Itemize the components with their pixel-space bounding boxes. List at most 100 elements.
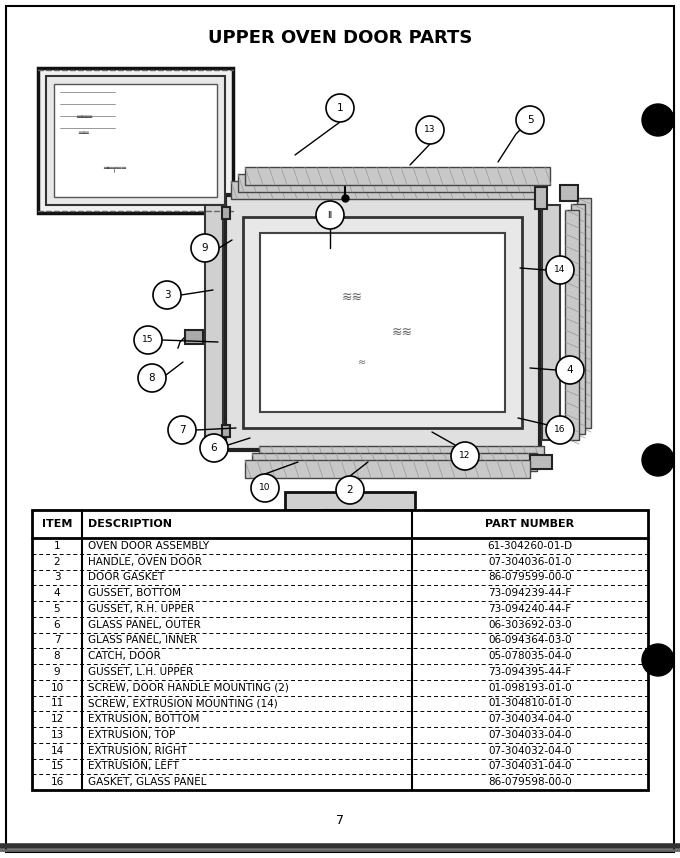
Bar <box>225 195 540 450</box>
Bar <box>222 207 230 219</box>
Text: 01-304810-01-0: 01-304810-01-0 <box>488 698 572 709</box>
Circle shape <box>326 94 354 122</box>
Bar <box>185 330 203 344</box>
Text: ══╤══: ══╤══ <box>103 164 126 172</box>
Circle shape <box>200 434 228 462</box>
Text: 13: 13 <box>50 730 64 740</box>
Circle shape <box>516 106 544 134</box>
Text: 05-078035-04-0: 05-078035-04-0 <box>488 651 572 662</box>
Bar <box>577 198 591 428</box>
Bar <box>245 167 550 185</box>
Text: EXTRUSION, BOTTOM: EXTRUSION, BOTTOM <box>88 714 199 724</box>
Circle shape <box>153 281 181 309</box>
Text: 15: 15 <box>50 761 64 771</box>
Bar <box>560 185 578 201</box>
Text: GLASS PANEL, OUTER: GLASS PANEL, OUTER <box>88 619 201 630</box>
Text: SCREW, EXTRUSION MOUNTING (14): SCREW, EXTRUSION MOUNTING (14) <box>88 698 277 709</box>
Text: 7: 7 <box>54 636 61 645</box>
Bar <box>231 181 536 199</box>
Text: UPPER OVEN DOOR PARTS: UPPER OVEN DOOR PARTS <box>208 29 472 47</box>
Bar <box>46 76 225 205</box>
Text: 2: 2 <box>347 485 354 495</box>
Circle shape <box>138 364 166 392</box>
Text: 9: 9 <box>202 243 208 253</box>
Circle shape <box>251 474 279 502</box>
Circle shape <box>316 201 344 229</box>
Text: PART NUMBER: PART NUMBER <box>486 519 575 529</box>
Text: 6: 6 <box>54 619 61 630</box>
Text: GUSSET, L.H. UPPER: GUSSET, L.H. UPPER <box>88 667 193 677</box>
Text: 14: 14 <box>50 746 64 756</box>
Text: 10: 10 <box>50 683 63 692</box>
Text: 13: 13 <box>424 125 436 135</box>
Text: 4: 4 <box>54 588 61 598</box>
Text: 5: 5 <box>527 115 533 125</box>
Bar <box>222 425 230 437</box>
Text: DESCRIPTION: DESCRIPTION <box>88 519 172 529</box>
Text: 6: 6 <box>211 443 218 453</box>
Circle shape <box>642 644 674 676</box>
Text: 07-304033-04-0: 07-304033-04-0 <box>488 730 572 740</box>
Text: 15: 15 <box>142 335 154 345</box>
Bar <box>54 84 217 197</box>
Text: 7: 7 <box>336 813 344 826</box>
Bar <box>565 210 579 440</box>
Bar <box>252 453 537 471</box>
Bar <box>535 187 547 209</box>
Text: CATCH, DOOR: CATCH, DOOR <box>88 651 160 662</box>
Text: 07-304036-01-0: 07-304036-01-0 <box>488 557 572 566</box>
Text: EXTRUSION, LEFT: EXTRUSION, LEFT <box>88 761 179 771</box>
Bar <box>38 68 233 213</box>
Bar <box>530 455 552 469</box>
Circle shape <box>191 234 219 262</box>
Text: 73-094395-44-F: 73-094395-44-F <box>488 667 572 677</box>
Bar <box>542 205 560 440</box>
Text: 11: 11 <box>50 698 64 709</box>
Circle shape <box>416 116 444 144</box>
Text: 07-304032-04-0: 07-304032-04-0 <box>488 746 572 756</box>
Text: GASKET, GLASS PANEL: GASKET, GLASS PANEL <box>88 777 207 787</box>
Circle shape <box>451 442 479 470</box>
Circle shape <box>134 326 162 354</box>
Text: ═══: ═══ <box>76 113 92 123</box>
Text: 5: 5 <box>54 604 61 613</box>
Text: EXTRUSION, RIGHT: EXTRUSION, RIGHT <box>88 746 187 756</box>
Bar <box>32 510 648 790</box>
Text: 07-304034-04-0: 07-304034-04-0 <box>488 714 572 724</box>
Text: 3: 3 <box>54 572 61 583</box>
Bar <box>245 460 530 478</box>
Text: 07-304031-04-0: 07-304031-04-0 <box>488 761 572 771</box>
Text: GUSSET, R.H. UPPER: GUSSET, R.H. UPPER <box>88 604 194 613</box>
Text: DOOR GASKET: DOOR GASKET <box>88 572 165 583</box>
Text: 61-304260-01-D: 61-304260-01-D <box>488 541 573 551</box>
Text: GUSSET, BOTTOM: GUSSET, BOTTOM <box>88 588 181 598</box>
Circle shape <box>642 104 674 136</box>
Text: 3: 3 <box>164 290 170 300</box>
Text: II: II <box>327 210 333 220</box>
Bar <box>325 510 375 520</box>
Bar <box>243 217 522 428</box>
Text: 14: 14 <box>554 265 566 275</box>
Text: ≋≋: ≋≋ <box>392 325 413 339</box>
Text: 12: 12 <box>50 714 64 724</box>
Text: 2: 2 <box>54 557 61 566</box>
Text: 73-094239-44-F: 73-094239-44-F <box>488 588 572 598</box>
Text: 16: 16 <box>554 426 566 434</box>
Text: 06-303692-03-0: 06-303692-03-0 <box>488 619 572 630</box>
Text: GLASS PANEL, INNER: GLASS PANEL, INNER <box>88 636 197 645</box>
Text: ≋≋: ≋≋ <box>341 291 362 304</box>
Text: 10: 10 <box>259 484 271 492</box>
Text: EXTRUSION, TOP: EXTRUSION, TOP <box>88 730 175 740</box>
Text: 12: 12 <box>459 451 471 461</box>
Text: ══: ══ <box>78 129 89 137</box>
Text: OVEN DOOR ASSEMBLY: OVEN DOOR ASSEMBLY <box>88 541 209 551</box>
Text: HANDLE, OVEN DOOR: HANDLE, OVEN DOOR <box>88 557 202 566</box>
Bar <box>238 174 543 192</box>
Text: SCREW, DOOR HANDLE MOUNTING (2): SCREW, DOOR HANDLE MOUNTING (2) <box>88 683 289 692</box>
Bar <box>571 204 585 434</box>
Text: 1: 1 <box>337 103 343 113</box>
Bar <box>205 205 223 440</box>
Circle shape <box>556 356 584 384</box>
Text: 16: 16 <box>50 777 64 787</box>
Text: 8: 8 <box>149 373 155 383</box>
